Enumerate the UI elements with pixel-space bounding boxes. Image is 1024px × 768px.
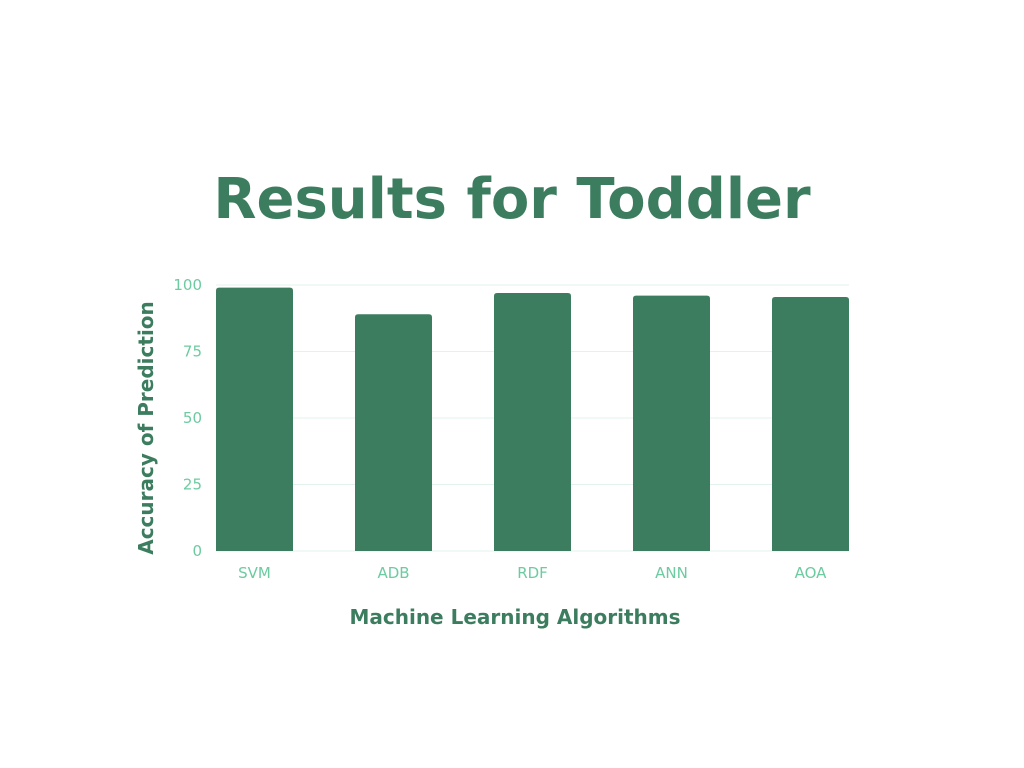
bar-ann — [633, 295, 710, 551]
y-tick-label: 75 — [183, 343, 202, 361]
x-tick-label: ADB — [377, 564, 409, 582]
bar-aoa — [772, 296, 849, 551]
y-tick-label: 0 — [192, 542, 202, 560]
bars — [216, 287, 849, 551]
bar-svm — [216, 287, 293, 551]
bar-rdf — [494, 292, 571, 551]
x-tick-labels: SVM ADB RDF ANN AOA — [238, 564, 827, 582]
chart-title: Results for Toddler — [213, 167, 811, 232]
x-axis-title: Machine Learning Algorithms — [349, 605, 680, 629]
x-tick-label: SVM — [238, 564, 271, 582]
y-tick-label: 100 — [173, 276, 202, 294]
x-tick-label: RDF — [517, 564, 548, 582]
x-tick-label: AOA — [795, 564, 828, 582]
y-tick-label: 50 — [183, 409, 202, 427]
y-tick-labels: 0 25 50 75 100 — [173, 276, 202, 560]
x-tick-label: ANN — [655, 564, 688, 582]
y-tick-label: 25 — [183, 476, 202, 494]
bar-adb — [355, 314, 432, 551]
y-axis-title: Accuracy of Prediction — [134, 301, 158, 555]
